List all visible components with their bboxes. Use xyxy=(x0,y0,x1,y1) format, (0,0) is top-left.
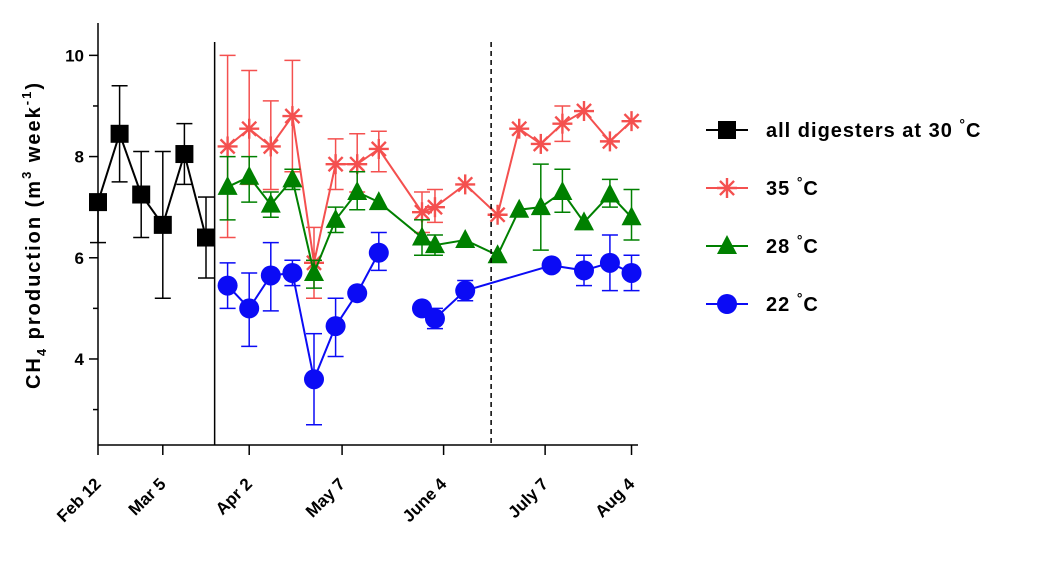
legend-marker xyxy=(717,178,737,198)
data-point xyxy=(424,234,445,254)
x-tick-label: July 7 xyxy=(504,474,552,522)
series-1 xyxy=(89,84,215,300)
data-point xyxy=(239,298,260,319)
data-point xyxy=(541,255,562,276)
data-point xyxy=(347,283,368,304)
data-point xyxy=(347,180,368,200)
data-point xyxy=(455,280,476,301)
data-point xyxy=(455,229,476,249)
legend-marker xyxy=(717,294,737,314)
legend-entry-4: 22 °C xyxy=(706,290,819,316)
y-tick-label: 10 xyxy=(65,46,84,65)
x-tick-label: May 7 xyxy=(302,474,349,521)
data-point xyxy=(621,206,642,226)
series-line xyxy=(421,261,632,320)
data-point xyxy=(132,185,151,204)
series-line xyxy=(97,130,207,238)
legend-label: 35 °C xyxy=(766,174,819,200)
series-2 xyxy=(217,54,642,300)
data-point xyxy=(304,261,324,281)
data-point xyxy=(552,113,573,134)
x-tick-label: June 4 xyxy=(399,474,451,526)
data-point xyxy=(347,154,368,175)
y-tick-label: 8 xyxy=(75,148,84,167)
data-point xyxy=(509,118,530,139)
data-point xyxy=(487,244,508,264)
data-point xyxy=(217,136,238,157)
series-4 xyxy=(217,231,642,426)
data-point xyxy=(574,101,594,122)
x-tick-label: Aug 4 xyxy=(592,474,639,521)
data-point xyxy=(239,118,260,139)
x-tick-label: Feb 12 xyxy=(53,474,105,526)
legend-label: 28 °C xyxy=(766,232,819,258)
data-point xyxy=(260,193,281,213)
data-point xyxy=(552,180,573,200)
data-point xyxy=(260,265,281,286)
series-3 xyxy=(217,155,642,289)
legend-label: all digesters at 30 °C xyxy=(766,116,981,142)
data-point xyxy=(368,242,389,263)
data-point xyxy=(599,252,620,273)
data-point xyxy=(282,262,303,283)
legend-entry-3: 28 °C xyxy=(706,232,819,258)
data-point xyxy=(412,226,432,246)
y-tick-label: 4 xyxy=(75,350,85,369)
legend-label: 22 °C xyxy=(766,290,819,316)
data-point xyxy=(197,228,215,247)
data-point xyxy=(325,154,346,175)
data-point xyxy=(424,308,445,329)
data-point xyxy=(509,198,530,218)
data-point xyxy=(368,191,389,211)
plot-area xyxy=(89,54,642,426)
y-axis-title: CH4 production (m3 week-1) xyxy=(19,81,49,389)
data-point xyxy=(304,369,324,390)
data-point xyxy=(574,260,594,281)
data-point xyxy=(574,211,594,231)
data-point xyxy=(455,174,476,195)
data-point xyxy=(217,275,238,296)
legend-marker xyxy=(717,235,737,254)
data-point xyxy=(217,175,238,195)
x-tick-label: Apr 2 xyxy=(212,474,256,518)
data-point xyxy=(239,165,260,185)
legend-entry-2: 35 °C xyxy=(706,174,819,200)
y-tick-label: 6 xyxy=(75,249,84,268)
data-point xyxy=(599,131,620,152)
series-line xyxy=(227,175,633,277)
data-point xyxy=(424,197,445,218)
data-point xyxy=(621,111,642,132)
data-point xyxy=(282,168,303,188)
data-point xyxy=(153,215,172,234)
data-point xyxy=(282,106,303,127)
legend-entry-1: all digesters at 30 °C xyxy=(706,116,981,142)
data-point xyxy=(110,124,129,143)
axes: 4 6 8 10 Feb 12 Mar 5 Apr 2 May 7 June 4 July 7 Au… xyxy=(19,23,639,526)
x-tick-label: Mar 5 xyxy=(125,474,170,519)
legend: all digesters at 30 °C 35 °C 28 °C 22 °C xyxy=(706,116,981,316)
data-point xyxy=(621,262,642,283)
data-point xyxy=(530,133,551,154)
data-point xyxy=(530,196,551,216)
data-point xyxy=(325,208,346,228)
data-point xyxy=(325,316,346,337)
data-point xyxy=(368,138,389,159)
legend-marker xyxy=(718,121,736,139)
data-point xyxy=(599,183,620,203)
data-point xyxy=(260,136,281,157)
data-point xyxy=(175,145,194,164)
